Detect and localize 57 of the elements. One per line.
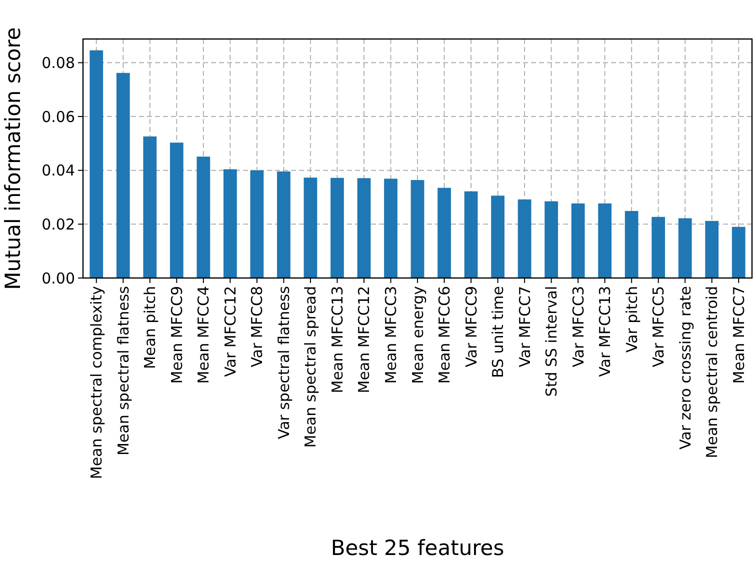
x-tick-label: Var MFCC8 xyxy=(248,286,266,368)
bar xyxy=(116,72,130,278)
bar xyxy=(491,196,504,278)
bar xyxy=(705,220,719,278)
x-tick-label: Mean MFCC7 xyxy=(730,286,748,384)
bar xyxy=(170,142,184,278)
x-tick-label: Mean MFCC6 xyxy=(436,286,454,384)
y-tick-label: 0.04 xyxy=(42,162,75,180)
x-tick-label: Mean MFCC13 xyxy=(328,286,346,394)
y-axis-title: Mutual information score xyxy=(1,27,25,290)
bar xyxy=(624,210,638,278)
x-tick-label: Mean spectral flatness xyxy=(114,286,132,456)
bar xyxy=(196,156,210,278)
x-tick-label: Mean spectral centroid xyxy=(703,286,722,458)
bar xyxy=(223,169,237,278)
bar xyxy=(678,218,692,278)
x-tick-label: Mean MFCC12 xyxy=(355,286,374,394)
bar xyxy=(330,178,344,278)
x-axis-title: Best 25 features xyxy=(330,536,504,560)
bar xyxy=(357,178,371,278)
bar xyxy=(544,201,558,278)
x-tick-label: Var pitch xyxy=(622,286,641,353)
bar xyxy=(652,216,666,278)
x-tick-label: Std SS interval xyxy=(542,286,561,397)
x-tick-label: Mean pitch xyxy=(141,286,160,369)
bar xyxy=(598,203,612,278)
bar xyxy=(277,171,290,278)
y-tick-label: 0.06 xyxy=(42,108,75,126)
x-tick-label: Var MFCC12 xyxy=(221,286,240,377)
x-tick-label: Var MFCC9 xyxy=(462,286,480,368)
bar xyxy=(464,191,478,278)
y-tick-label: 0.08 xyxy=(42,54,75,72)
bar xyxy=(571,203,585,278)
x-tick-label: Var MFCC13 xyxy=(596,286,614,377)
x-tick-label: Var MFCC7 xyxy=(516,286,534,368)
bar xyxy=(143,136,157,278)
y-tick-label: 0.00 xyxy=(42,269,75,288)
x-tick-label: Var zero crossing rate xyxy=(676,286,694,450)
x-tick-label: Var MFCC5 xyxy=(650,286,668,368)
bar xyxy=(384,178,398,278)
x-tick-label: Mean spectral complexity xyxy=(88,286,106,480)
x-tick-label: Mean energy xyxy=(408,286,427,384)
x-tick-label: Mean spectral spread xyxy=(302,286,320,448)
x-tick-label: Mean MFCC9 xyxy=(168,286,186,384)
bar xyxy=(438,188,451,278)
y-tick-label: 0.02 xyxy=(42,215,75,234)
x-tick-label: BS unit time xyxy=(489,286,508,378)
bar xyxy=(518,199,532,278)
bar xyxy=(410,180,424,278)
x-tick-label: Mean MFCC4 xyxy=(194,286,213,384)
bar xyxy=(250,170,264,278)
x-tick-label: Mean MFCC3 xyxy=(382,286,400,384)
bar xyxy=(304,178,318,278)
x-tick-label: Var spectral flatness xyxy=(274,286,293,440)
x-tick-label: Var MFCC3 xyxy=(569,286,588,368)
bar xyxy=(732,226,746,278)
bar xyxy=(90,50,104,278)
